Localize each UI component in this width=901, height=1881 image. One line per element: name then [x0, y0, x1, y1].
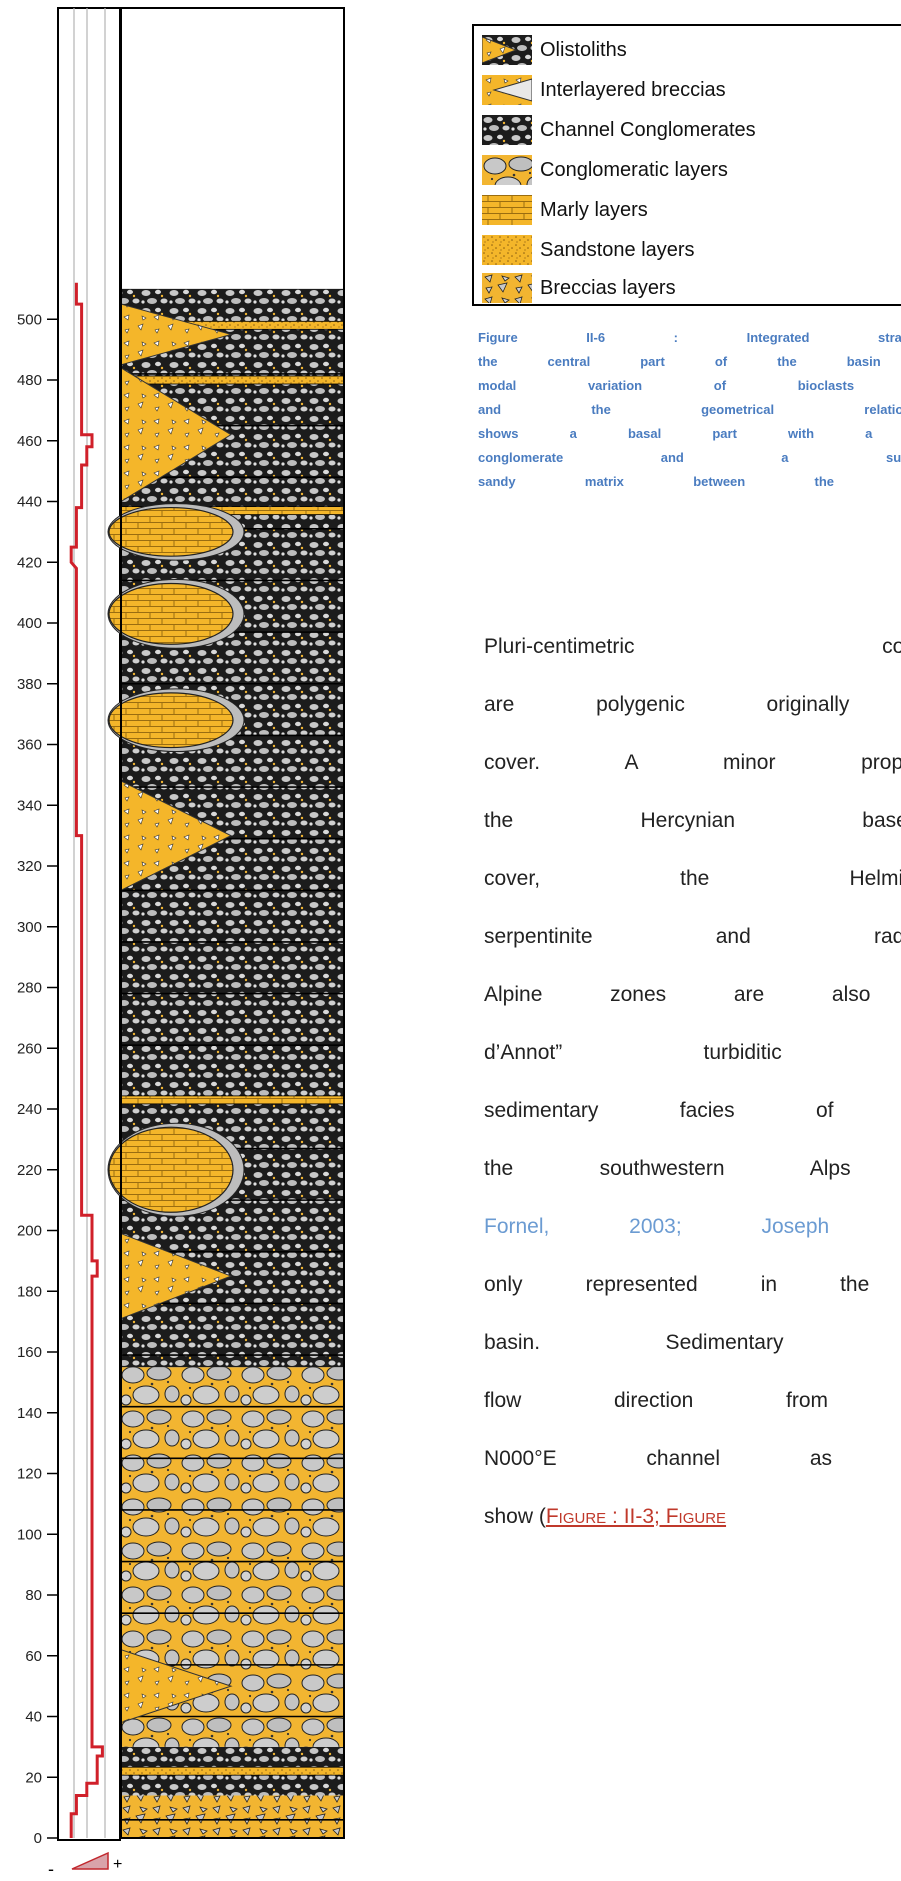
- depth-track: [57, 7, 121, 1841]
- legend-item-sandstone-layers: Sandstone layers: [482, 234, 695, 266]
- legend-label: Breccias layers: [540, 276, 676, 299]
- legend-item-conglomeratic-layers: Conglomeratic layers: [482, 154, 728, 186]
- marly-layer-swatch-icon: [482, 195, 532, 225]
- body-line: Pluri-centimetric conglo: [484, 635, 901, 658]
- body-line: Alpine zones are also f: [484, 983, 901, 1006]
- body-line: show (Figure : II-3; Figure: [484, 1488, 901, 1546]
- caption-line: conglomerate and a superior: [478, 450, 901, 465]
- legend-item-breccias-layers: Breccias layers: [482, 272, 676, 304]
- axis-tick-label: 80: [25, 1587, 42, 1604]
- legend-label: Channel Conglomerates: [540, 118, 756, 141]
- olistolith-swatch-icon: [482, 35, 532, 65]
- body-line: sedimentary facies of the: [484, 1099, 901, 1122]
- conglomeratic-layer-swatch-icon: [482, 155, 532, 185]
- axis-tick-label: 200: [17, 1223, 42, 1240]
- body-line: cover. A minor proportio: [484, 751, 901, 774]
- body-line: the southwestern Alps (: [484, 1157, 901, 1180]
- body-line: are polygenic originally fr: [484, 693, 901, 716]
- axis-tick-label: 40: [25, 1709, 42, 1726]
- caption-line: shows a basal part with a sa: [478, 426, 901, 441]
- axis-tick-label: 500: [17, 311, 42, 328]
- axis-tick-label: 160: [17, 1344, 42, 1361]
- body-line: basin. Sedimentary feat: [484, 1331, 901, 1354]
- body-line: the Hercynian basemer: [484, 809, 901, 832]
- axis-tick-label: 260: [17, 1040, 42, 1057]
- caption-line: and the geometrical relationship: [478, 402, 901, 417]
- body-line: only represented in the e: [484, 1273, 901, 1296]
- body-line: serpentinite and radiolar: [484, 925, 901, 948]
- caption-line: sandy matrix between the pebbl: [478, 474, 901, 489]
- bottom-scale-minus: -: [48, 1859, 54, 1879]
- marly-lens: [108, 1126, 234, 1213]
- axis-tick-label: 120: [17, 1466, 42, 1483]
- axis-tick-label: 240: [17, 1101, 42, 1118]
- figure-caption: Figure II-6 : Integrated stratigrap the …: [478, 326, 901, 526]
- sandstone-thin-layer: [120, 375, 345, 385]
- channel-conglomerate-swatch-icon: [482, 115, 532, 145]
- body-line: flow direction from no: [484, 1389, 901, 1412]
- axis-tick-label: 380: [17, 676, 42, 693]
- body-line: N000°E channel as im: [484, 1447, 901, 1470]
- axis-tick-label: 440: [17, 494, 42, 511]
- legend-label: Marly layers: [540, 198, 648, 221]
- axis-tick-label: 220: [17, 1162, 42, 1179]
- axis-tick-label: 140: [17, 1405, 42, 1422]
- breccia-layer-swatch-icon: [482, 273, 532, 303]
- bottom-scale-triangle: [71, 1851, 109, 1870]
- axis-tick-label: 400: [17, 615, 42, 632]
- sandstone-layer-swatch-icon: [482, 235, 532, 265]
- body-line: d’Annot” turbiditic fly: [484, 1041, 901, 1064]
- citation-line[interactable]: Fornel, 2003; Joseph and: [484, 1215, 901, 1238]
- bottom-scale-plus: +: [113, 1856, 122, 1873]
- axis-tick-label: 20: [25, 1769, 42, 1786]
- axis-tick-label: 180: [17, 1283, 42, 1300]
- marly-lens: [108, 692, 234, 749]
- body-line: cover, the Helmintho: [484, 867, 901, 890]
- axis-tick-label: 320: [17, 858, 42, 875]
- depth-axis: 0 20 40 60 80 100 120 140 160 180 200 220 240 260 280 3…: [17, 8, 59, 1847]
- legend-label: Interlayered breccias: [540, 78, 726, 101]
- marly-lens: [108, 582, 234, 645]
- body-paragraph: Pluri-centimetric conglo are polygenic o…: [484, 618, 901, 1546]
- axis-tick-label: 360: [17, 737, 42, 754]
- legend-item-interlayered-breccias: Interlayered breccias: [482, 74, 726, 106]
- stratigraphic-column: 0 20 40 60 80 100 120 140 160 180 200 220 240 260 280 3…: [17, 7, 345, 1879]
- axis-tick-label: 0: [34, 1830, 42, 1847]
- legend-label: Conglomeratic layers: [540, 158, 728, 181]
- axis-tick-label: 300: [17, 919, 42, 936]
- axis-tick-label: 280: [17, 980, 42, 997]
- legend-item-channel-conglomerates: Channel Conglomerates: [482, 114, 756, 146]
- lithology-column: [107, 7, 345, 1839]
- legend-box: Olistoliths Interlayered breccias Channe…: [472, 24, 901, 306]
- caption-line: modal variation of bioclasts (b: [478, 378, 901, 393]
- caption-line: Figure II-6 : Integrated stratigrap: [478, 330, 901, 345]
- marly-thin-layer: [120, 1095, 345, 1105]
- body-line-prefix: show (: [484, 1505, 546, 1528]
- marly-lens: [108, 506, 234, 557]
- bioclast-variation-curve: [69, 282, 104, 1838]
- axis-tick-label: 480: [17, 372, 42, 389]
- figure-reference-link[interactable]: Figure : II-3; Figure: [545, 1505, 727, 1528]
- axis-tick-label: 420: [17, 554, 42, 571]
- legend-item-marly-layers: Marly layers: [482, 194, 648, 226]
- caption-line: the central part of the basin s: [478, 354, 901, 369]
- bottom-scale: - +: [48, 1851, 122, 1879]
- axis-tick-label: 100: [17, 1526, 42, 1543]
- legend-label: Olistoliths: [540, 38, 627, 61]
- sandstone-thin-layer: [120, 1766, 345, 1776]
- legend-item-olistoliths: Olistoliths: [482, 34, 627, 66]
- lithology-outline: [120, 7, 345, 1839]
- axis-tick-label: 340: [17, 797, 42, 814]
- axis-tick-label: 60: [25, 1648, 42, 1665]
- interlayered-breccia-swatch-icon: [482, 75, 532, 105]
- legend-label: Sandstone layers: [540, 238, 695, 261]
- breccia-unit: [121, 1795, 344, 1838]
- axis-tick-label: 460: [17, 433, 42, 450]
- track-guides: [73, 8, 106, 1838]
